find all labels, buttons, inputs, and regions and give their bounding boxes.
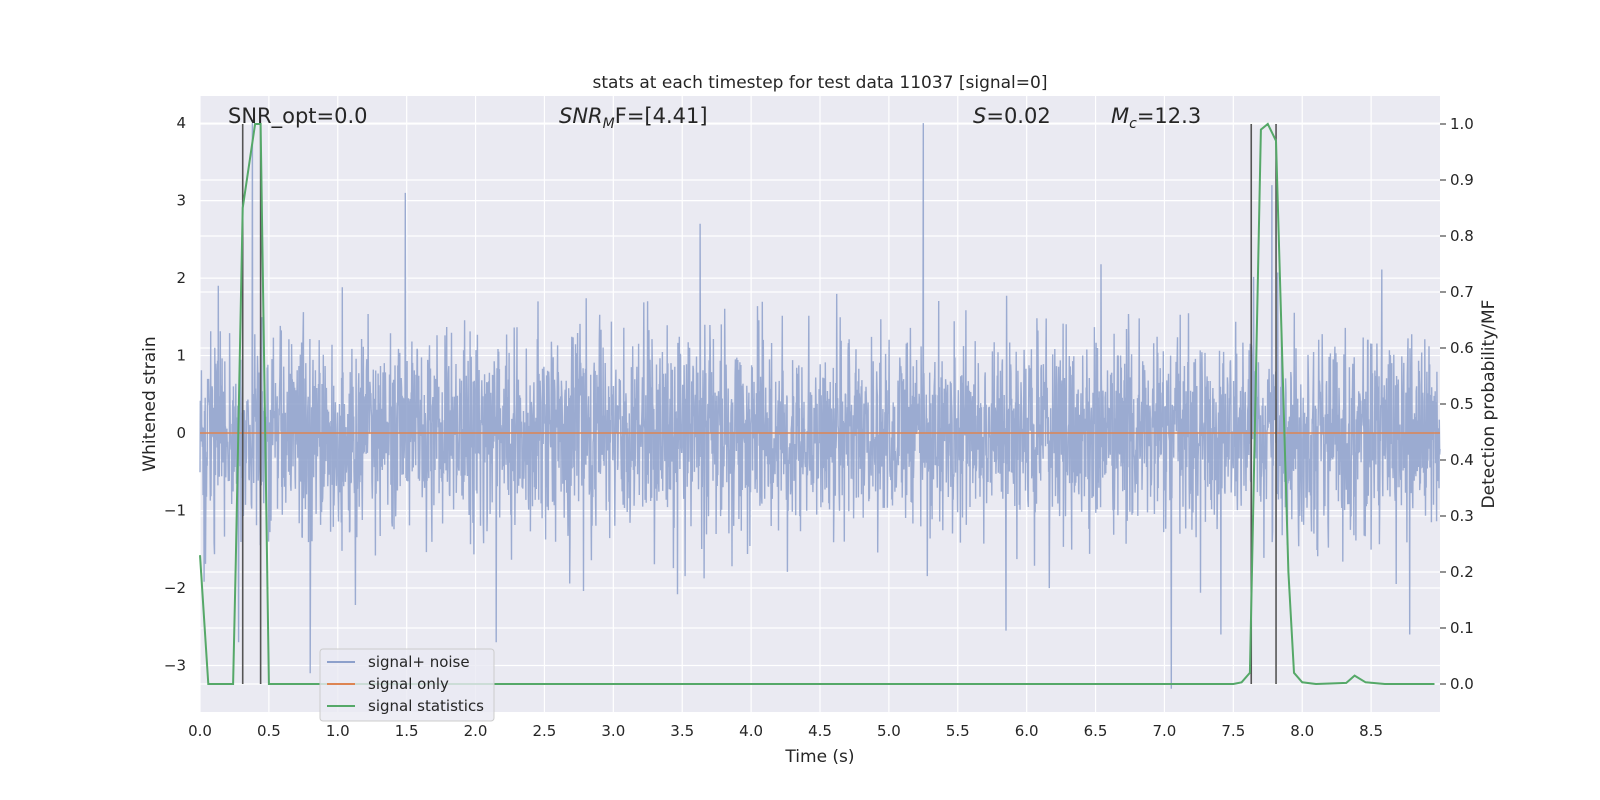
y2-axis-label: Detection probability/MF [1479,300,1499,509]
x-tick-label: 5.5 [946,722,970,740]
x-tick-label: 1.0 [326,722,350,740]
x-tick-label: 4.5 [808,722,832,740]
y-ticks: −3 −2 −1 0 1 2 3 4 [164,114,186,674]
legend-box [319,648,495,722]
x-tick-label: 8.5 [1359,722,1383,740]
x-tick-label: 7.5 [1221,722,1245,740]
x-tick-label: 3.0 [601,722,625,740]
y2-tick-label: 1.0 [1450,115,1474,133]
y2-tick-label: 0.3 [1450,507,1474,525]
x-ticks: 0.0 0.5 1.0 1.5 2.0 2.5 3.0 3.5 4.0 4.5 5.0 5.5 6.0 6… [188,722,1383,740]
y-tick-label: 0 [176,424,186,442]
y-tick-label: −3 [164,657,186,675]
y-axis-label: Whitened strain [140,336,160,471]
x-tick-label: 0.5 [257,722,281,740]
annotation-snr-mf: SNRMF=[4.41] [559,104,708,132]
y-tick-label: 2 [176,269,186,287]
x-tick-label: 6.0 [1015,722,1039,740]
y-tick-label: −1 [164,502,186,520]
x-tick-label: 2.5 [533,722,557,740]
y2-tick-label: 0.5 [1450,395,1474,413]
y-tick-label: −2 [164,579,186,597]
y2-tick-label: 0.0 [1450,675,1474,693]
annotation-s: S=0.02 [973,104,1051,128]
x-tick-label: 3.5 [670,722,694,740]
y2-ticks: 0.0 0.1 0.2 0.3 0.4 0.5 0.6 0.7 0.8 0.9 1.0 [1440,115,1474,693]
y2-tick-label: 0.7 [1450,283,1474,301]
signal-statistics-line [199,122,1435,686]
y2-tick-label: 0.8 [1450,227,1474,245]
y-tick-label: 4 [176,114,186,132]
chart-title: stats at each timestep for test data 110… [593,73,1048,93]
annotation-mc: Mc=12.3 [1111,104,1201,132]
legend-label-signal-statistics: signal statistics [368,697,484,715]
series-signal-statistics [199,122,1435,686]
legend: signal+ noise signal only signal statist… [319,648,495,722]
x-tick-label: 4.0 [739,722,763,740]
x-tick-label: 5.0 [877,722,901,740]
x-tick-label: 7.0 [1153,722,1177,740]
annotation-snr-opt: SNR_opt=0.0 [228,104,368,129]
x-tick-label: 8.0 [1290,722,1314,740]
x-tick-label: 0.0 [188,722,212,740]
y-tick-label: 1 [176,347,186,365]
legend-label-signal-only: signal only [368,675,449,693]
signal-noise-line [199,123,1441,689]
series-signal-noise [199,123,1441,689]
y2-tick-label: 0.6 [1450,339,1474,357]
x-tick-label: 6.5 [1084,722,1108,740]
y-tick-label: 3 [176,192,186,210]
legend-label-signal-noise: signal+ noise [368,653,470,671]
x-tick-label: 1.5 [395,722,419,740]
y2-tick-label: 0.4 [1450,451,1474,469]
x-tick-label: 2.0 [464,722,488,740]
y2-tick-label: 0.9 [1450,171,1474,189]
y2-tick-label: 0.2 [1450,563,1474,581]
y2-tick-label: 0.1 [1450,619,1474,637]
x-axis-label: Time (s) [784,747,854,767]
